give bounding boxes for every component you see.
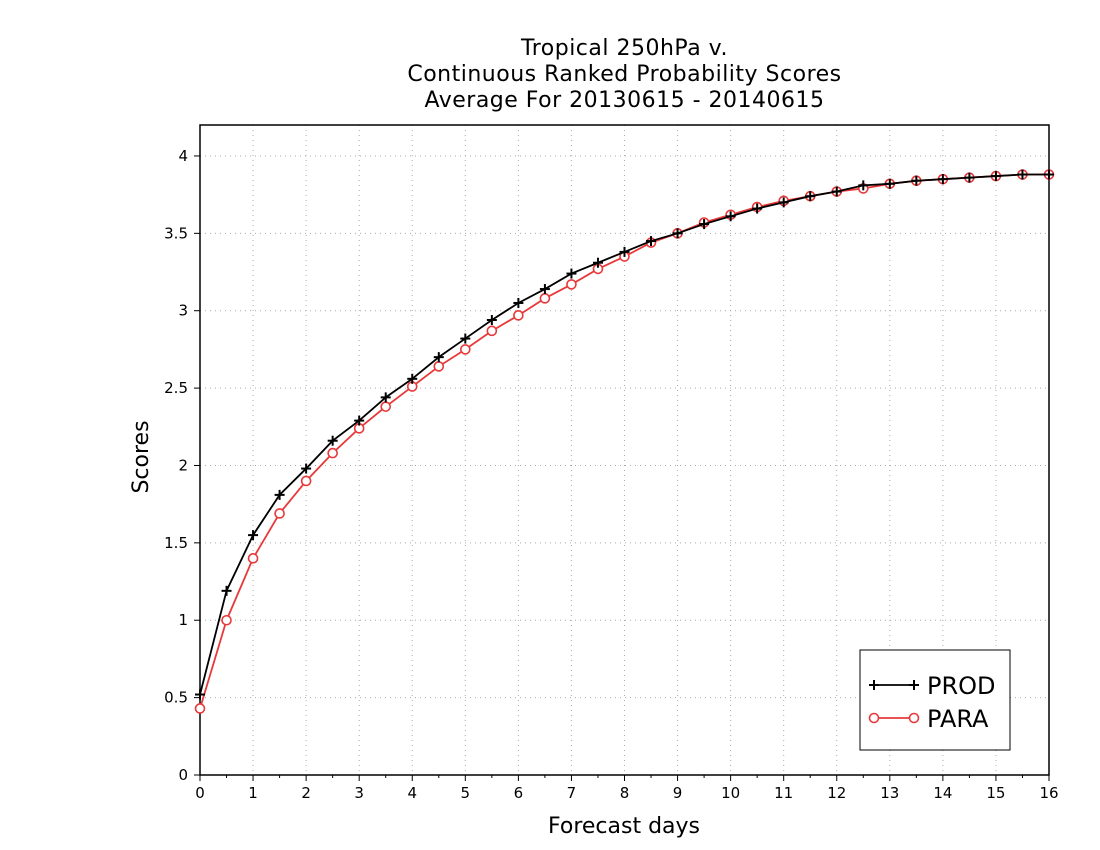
data-point-prod: [539, 284, 550, 295]
data-point-para: [194, 703, 206, 714]
data-point-prod: [566, 268, 577, 279]
data-point-prod: [195, 689, 205, 700]
axis-ticks: 0 1 2 3 4 5 6 7 8 9 10 11 12 13 14 15 1600.511.522.533.5…: [164, 147, 1058, 802]
x-tick-label: 3: [354, 784, 364, 802]
data-point-prod: [380, 392, 391, 403]
data-point-prod: [327, 435, 338, 446]
data-point-para: [539, 293, 551, 304]
x-tick-label: 0: [195, 784, 205, 802]
data-point-prod: [592, 257, 603, 268]
data-point-prod: [911, 175, 922, 186]
x-tick-label: 13: [880, 784, 899, 802]
x-tick-label: 2: [301, 784, 311, 802]
data-point-prod: [354, 415, 365, 426]
data-point-prod: [884, 178, 895, 189]
data-point-para: [380, 401, 392, 412]
legend-marker-para: [868, 712, 880, 724]
x-tick-label: 6: [514, 784, 524, 802]
data-point-prod: [752, 203, 763, 214]
y-tick-label: 2.5: [164, 379, 188, 397]
data-point-para: [486, 325, 498, 337]
data-point-prod: [725, 211, 736, 222]
y-tick-label: 1.5: [164, 534, 188, 552]
x-tick-label: 9: [673, 784, 683, 802]
y-axis-title: Scores: [129, 420, 154, 493]
x-tick-label: 11: [774, 784, 793, 802]
y-tick-label: 3: [178, 302, 188, 320]
x-tick-label: 4: [407, 784, 417, 802]
x-tick-label: 5: [461, 784, 471, 802]
x-tick-label: 15: [986, 784, 1005, 802]
y-tick-label: 0: [178, 766, 188, 784]
legend-label-para: PARA: [927, 705, 989, 733]
chart-title-line-1: Tropical 250hPa v.: [521, 36, 728, 61]
data-point-prod: [699, 219, 710, 230]
data-point-prod: [248, 530, 259, 541]
y-tick-label: 2: [178, 456, 188, 474]
data-point-prod: [858, 180, 869, 191]
x-tick-label: 10: [721, 784, 740, 802]
data-point-prod: [513, 297, 524, 308]
data-point-prod: [672, 228, 683, 239]
data-point-para: [513, 310, 524, 321]
data-point-prod: [805, 191, 816, 202]
data-point-para: [221, 614, 232, 626]
series-group: [194, 169, 1055, 714]
chart-title-line-2: Continuous Ranked Probability Scores: [407, 62, 842, 87]
data-point-prod: [778, 197, 789, 208]
y-tick-label: 3.5: [164, 224, 188, 242]
chart-title-line-3: Average For 20130615 - 20140615: [424, 88, 825, 113]
data-point-para: [300, 475, 312, 487]
data-point-para: [566, 279, 577, 290]
data-point-prod: [460, 333, 471, 344]
legend-marker-prod: [909, 680, 919, 690]
data-point-prod: [433, 352, 444, 363]
data-point-para: [460, 344, 471, 355]
legend: PROD PARA: [859, 649, 1011, 751]
legend-box: [859, 649, 1011, 751]
gridlines: [200, 125, 1049, 775]
data-point-prod: [301, 463, 312, 474]
data-point-prod: [274, 489, 285, 500]
data-point-para: [327, 447, 338, 459]
data-point-prod: [964, 172, 975, 183]
x-tick-label: 16: [1039, 784, 1058, 802]
data-point-para: [274, 508, 285, 519]
data-point-prod: [646, 236, 657, 247]
legend-marker-para: [908, 712, 920, 724]
data-point-prod: [1044, 169, 1054, 180]
data-point-para: [247, 553, 259, 564]
x-tick-label: 1: [248, 784, 258, 802]
data-point-prod: [407, 373, 418, 384]
x-tick-label: 8: [620, 784, 630, 802]
data-point-prod: [486, 315, 497, 325]
legend-label-prod: PROD: [927, 672, 996, 700]
y-tick-label: 4: [178, 147, 188, 165]
x-tick-label: 7: [567, 784, 577, 802]
y-tick-label: 1: [178, 611, 188, 629]
data-point-prod: [990, 171, 1001, 182]
data-point-prod: [619, 246, 630, 257]
x-axis-title: Forecast days: [548, 814, 700, 839]
legend-marker-prod: [869, 680, 879, 690]
data-point-prod: [831, 186, 842, 197]
data-point-prod: [221, 585, 232, 596]
x-tick-label: 14: [933, 784, 952, 802]
data-point-prod: [937, 174, 948, 185]
data-point-para: [433, 361, 445, 372]
y-tick-label: 0.5: [164, 689, 188, 707]
x-tick-label: 12: [827, 784, 846, 802]
data-point-prod: [1017, 169, 1028, 180]
